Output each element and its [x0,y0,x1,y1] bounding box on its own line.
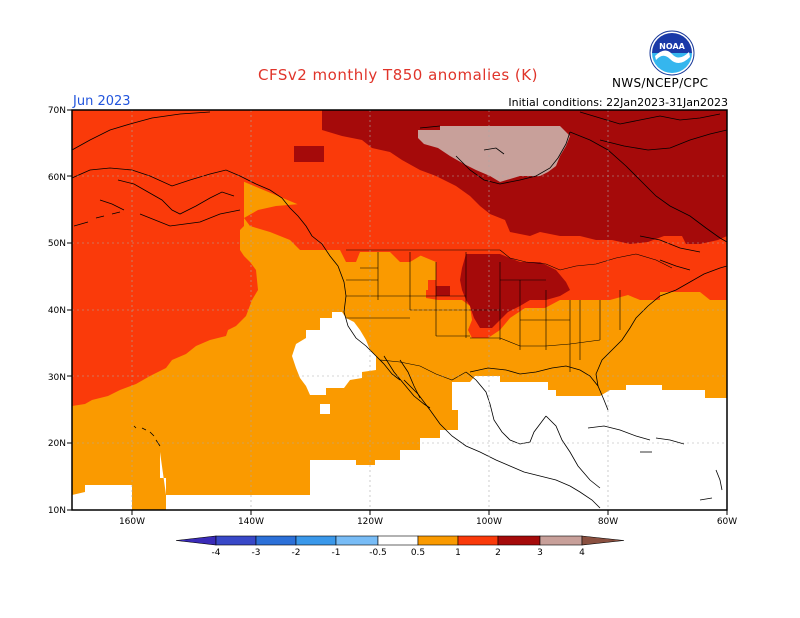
map-title: CFSv2 monthly T850 anomalies (K) [258,66,538,84]
colorbar-label: 2 [495,548,501,558]
anomaly-region-darkred-spot1 [294,146,324,162]
anomaly-region-white-south [72,485,132,510]
colorbar-label: 0.5 [411,548,425,558]
colorbar-box [539,535,583,546]
axis-ticks [67,109,728,515]
anomaly-region-pink [418,126,570,182]
anomaly-region-darkred [322,110,727,244]
lat-label-40n: 40N [48,306,66,316]
colorbar-box [377,535,419,546]
colorbar-label: -0.5 [369,548,387,558]
organization-label: NWS/NCEP/CPC [612,76,709,90]
colorbar-label: -4 [212,548,221,558]
colorbar-arrow-left [175,535,217,546]
lon-label-140w: 140W [238,517,264,527]
anomaly-region-red-pacific [72,110,258,406]
lon-label-100w: 100W [476,517,502,527]
colorbar-label: -2 [292,548,301,558]
colorbar-label: -3 [252,548,261,558]
lon-label-60w: 60W [717,517,737,527]
lon-label-120w: 120W [357,517,383,527]
noaa-logo: NOAA [649,30,695,76]
lat-label-30n: 30N [48,373,66,383]
colorbar-label: 1 [455,548,461,558]
colorbar: -4 -3 -2 -1 -0.5 0.5 1 2 3 4 [175,535,625,558]
latitude-labels: 70N 60N 50N 40N 30N 20N 10N [48,106,66,516]
colorbar-box [457,535,499,546]
lat-label-60n: 60N [48,173,66,183]
colorbar-box [255,535,297,546]
colorbar-box [417,535,459,546]
anomaly-region-white-california [292,312,376,395]
lat-label-20n: 20N [48,439,66,449]
colorbar-box [215,535,257,546]
colorbar-label: 4 [579,548,585,558]
lon-label-160w: 160W [119,517,145,527]
noaa-logo-text: NOAA [659,42,685,51]
forecast-month: Jun 2023 [73,94,131,109]
anomaly-region-white-speck [320,404,330,414]
anomaly-field [72,110,727,510]
longitude-labels: 160W 140W 120W 100W 80W 60W [119,517,737,527]
lat-label-50n: 50N [48,239,66,249]
colorbar-label: 3 [537,548,543,558]
coastlines [72,111,727,509]
lat-label-10n: 10N [48,506,66,516]
anomaly-region-darkred-gl [460,254,570,328]
colorbar-label: -1 [332,548,341,558]
gridlines [72,110,727,510]
colorbar-box [335,535,379,546]
political-borders [346,249,673,381]
lon-label-80w: 80W [598,517,618,527]
colorbar-box [497,535,541,546]
anomaly-region-darkred-spot2 [436,286,450,296]
lat-label-70n: 70N [48,106,66,116]
initial-conditions: Initial conditions: 22Jan2023-31Jan2023 [508,96,728,109]
colorbar-box [295,535,337,546]
colorbar-arrow-right [581,535,625,546]
